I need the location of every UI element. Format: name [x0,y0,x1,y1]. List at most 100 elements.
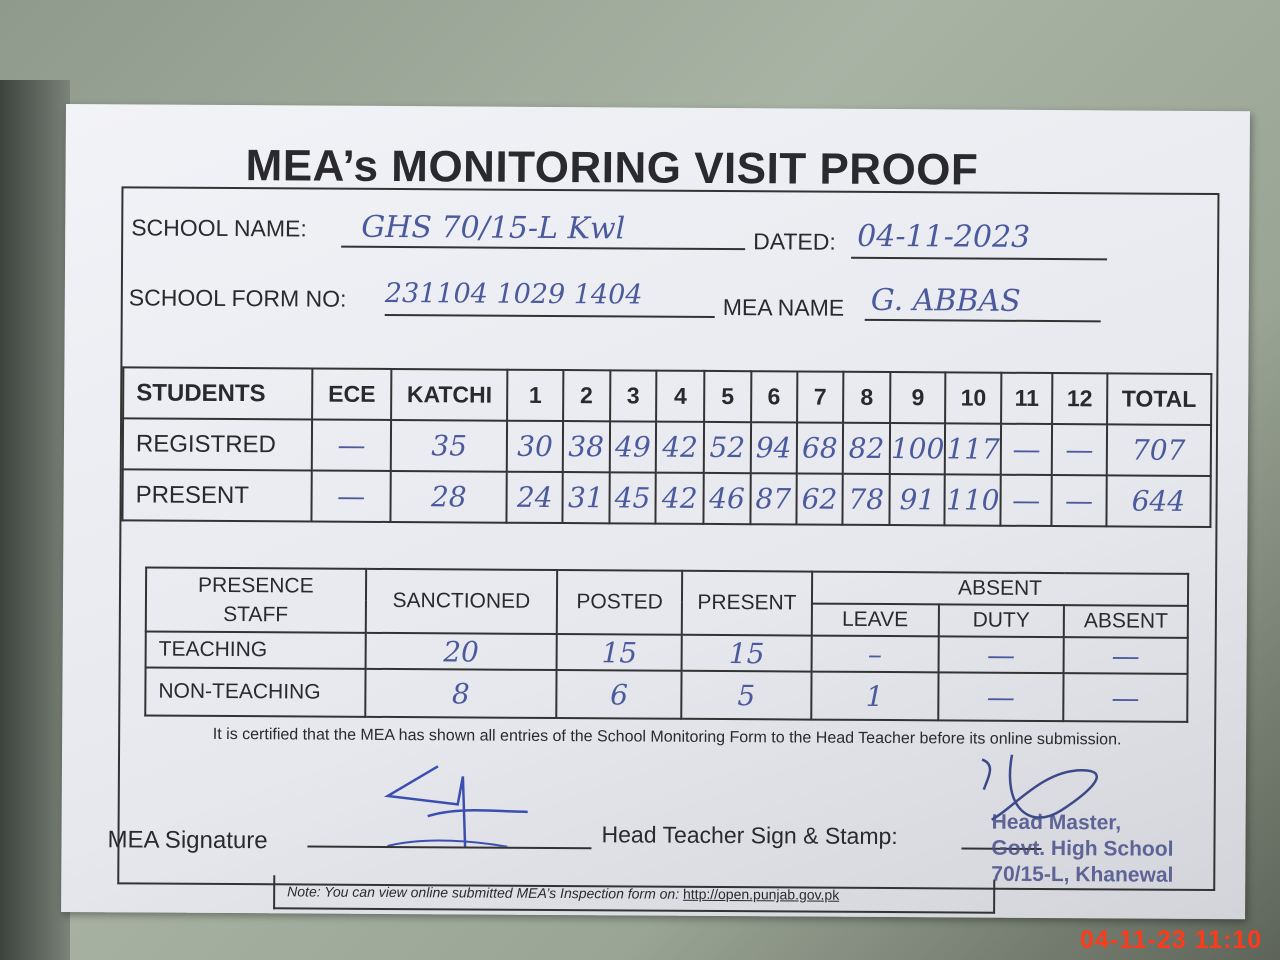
handwritten-value: 62 [801,482,838,516]
students-col-6: 6 [750,371,797,423]
handwritten-value: 87 [755,482,792,516]
students-col-8: 8 [843,371,891,424]
students-col-4: 4 [656,370,705,422]
handwritten-value: 117 [946,432,1000,466]
open-punjab-link[interactable]: http://open.punjab.gov.pk [682,885,840,903]
students-col-1: 1 [507,369,564,422]
handwritten-value: 45 [614,481,651,515]
students-cell: 91 [889,474,946,526]
staff-cell: 15 [681,634,812,672]
row-label: REGISTRED [122,418,313,471]
students-cell: — [1000,474,1053,527]
handwritten-value: 31 [567,481,604,515]
handwritten-value: 15 [601,635,638,669]
mea-signature-image [383,765,528,848]
students-cell: 24 [506,471,563,524]
handwritten-value: 91 [899,483,936,517]
staff-cell: 8 [364,668,557,719]
students-cell: 30 [507,420,563,473]
students-col-12: 12 [1052,373,1107,425]
students-cell: 42 [656,421,705,473]
students-cell: 42 [655,472,704,524]
staff-table: PRESENCE STAFF SANCTIONED POSTED PRESENT… [144,566,1189,722]
students-col-10: 10 [945,372,1002,424]
handwritten-value: — [1012,483,1041,517]
handwritten-value: 42 [661,481,698,515]
handwritten-value: 8 [451,676,470,710]
staff-cell: — [938,636,1064,674]
students-col-11: 11 [1000,372,1053,425]
students-col-7: 7 [796,371,844,423]
handwritten-value: 82 [848,431,885,466]
school-name-value: GHS 70/15-L Kwl [361,209,626,247]
students-col-total: TOTAL [1106,373,1212,426]
form-no-value: 231104 1029 1404 [384,277,643,311]
handwritten-value: 94 [755,431,792,465]
handwritten-value: 20 [443,634,480,669]
staff-cell: – [811,635,939,673]
students-cell: 110 [944,474,1001,526]
row-label: TEACHING [145,631,366,669]
students-cell: 82 [843,422,891,475]
students-cell: 100 [889,423,946,475]
students-cell: 49 [609,421,657,473]
handwritten-value: 110 [945,483,1000,517]
row-label: PRESENT [122,469,312,522]
handwritten-value: 644 [1131,484,1186,518]
handwritten-value: 15 [728,636,765,670]
dated-label: DATED: [753,228,836,255]
handwritten-value: — [337,428,366,462]
students-cell: 31 [562,472,610,524]
students-cell: 62 [795,473,844,525]
school-name-label: SCHOOL NAME: [131,214,307,242]
dated-field: 04-11-2023 [851,218,1108,261]
students-row-registered: REGISTRED — 35 30 38 49 42 52 94 68 82 100 117 — — 707 [122,418,1212,476]
handwritten-value: – [867,637,882,671]
handwritten-value: 35 [431,429,468,463]
handwritten-value: — [1012,432,1041,466]
col-sanctioned: SANCTIONED [365,568,558,635]
students-col-5: 5 [704,370,752,423]
students-col-3: 3 [609,370,657,422]
handwritten-value: 24 [516,480,553,514]
handwritten-value: — [1111,680,1140,715]
handwritten-value: — [986,638,1016,672]
handwritten-value: 100 [890,432,945,466]
staff-row-non-teaching: NON-TEACHING 8 6 5 1 — — [145,667,1188,722]
students-row-present: PRESENT — 28 24 31 45 42 46 87 62 78 91 110 — — 644 [122,469,1211,527]
students-cell: 117 [945,423,1001,475]
students-col-katchi: KATCHI [391,368,508,421]
students-cell: 94 [750,422,797,474]
staff-cell: 1 [811,671,939,721]
col-leave: LEAVE [811,603,939,637]
col-duty: DUTY [938,604,1065,638]
row-label: NON-TEACHING [145,667,366,717]
mea-signature-line [307,765,592,850]
handwritten-value: 46 [709,481,745,516]
note-box: Note: You can view online submitted MEA’… [273,875,996,914]
mea-name-label: MEA NAME [722,294,845,321]
photo-timestamp: 04-11-23 11:10 [1080,926,1263,954]
monitoring-visit-proof-slip: MEA’s MONITORING VISIT PROOF SCHOOL NAME… [61,104,1250,920]
handwritten-value: 52 [709,430,746,465]
handwritten-value: 707 [1131,433,1186,467]
students-cell: 38 [562,421,610,473]
students-col-2: 2 [562,370,610,422]
school-name-field: GHS 70/15-L Kwl [341,209,746,251]
staff-cell: 5 [681,670,812,720]
students-cell: — [311,470,391,522]
staff-cell: 20 [365,632,558,671]
background-surface [0,80,70,960]
handwritten-value: — [337,479,366,513]
handwritten-value: 28 [430,480,467,514]
head-teacher-signature-image [981,754,1098,821]
handwritten-value: 78 [848,482,885,517]
handwritten-value: 68 [801,431,838,465]
staff-cell: — [1063,637,1188,674]
mea-name-value: G. ABBAS [870,282,1021,319]
students-cell: 68 [796,422,844,474]
school-form-no-label: SCHOOL FORM NO: [128,284,347,312]
students-col-9: 9 [890,372,946,424]
students-cell: 35 [390,419,508,472]
staff-cell: 15 [556,634,682,671]
